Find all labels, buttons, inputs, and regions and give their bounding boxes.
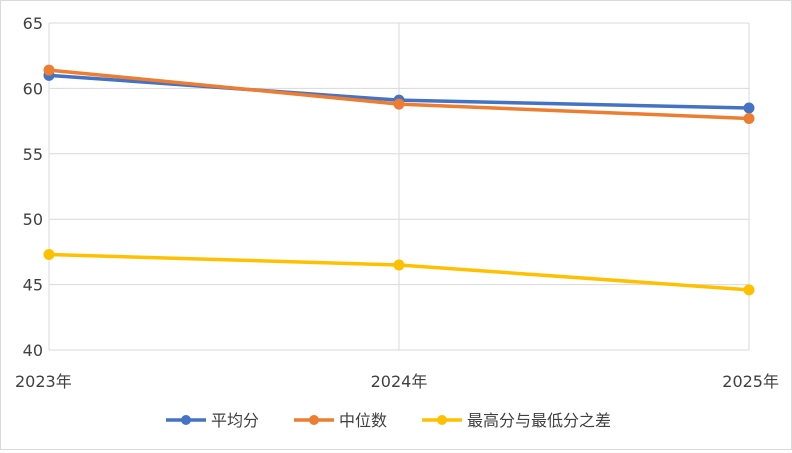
x-tick-label: 2025年 [722, 372, 779, 391]
legend-marker [437, 415, 447, 425]
legend-marker [181, 415, 191, 425]
legend: 平均分 中位数 最高分与最低分之差 [166, 411, 611, 430]
gridlines [48, 22, 750, 351]
legend-label: 中位数 [339, 411, 387, 430]
data-point [43, 64, 55, 76]
series-1 [43, 64, 755, 124]
data-point [743, 284, 755, 296]
legend-label: 最高分与最低分之差 [467, 411, 611, 430]
y-tick-label: 45 [23, 276, 43, 295]
y-tick-label: 50 [23, 210, 43, 229]
y-axis-ticks: 40 45 50 55 60 65 [23, 14, 43, 360]
data-point [393, 259, 405, 271]
x-tick-label: 2024年 [371, 372, 428, 391]
legend-item: 最高分与最低分之差 [422, 411, 611, 430]
series-2 [43, 249, 755, 296]
legend-item: 平均分 [166, 411, 259, 430]
legend-item: 中位数 [294, 411, 387, 430]
data-point [743, 102, 755, 114]
x-axis-ticks: 2023年 2024年 2025年 [15, 372, 779, 391]
data-point [43, 249, 55, 261]
data-point [393, 98, 405, 110]
y-tick-label: 40 [23, 341, 43, 360]
legend-label: 平均分 [211, 411, 259, 430]
y-tick-label: 65 [23, 14, 43, 33]
data-point [743, 112, 755, 124]
x-tick-label: 2023年 [15, 372, 72, 391]
y-tick-label: 55 [23, 145, 43, 164]
legend-marker [309, 415, 319, 425]
y-tick-label: 60 [23, 79, 43, 98]
series-layer [43, 64, 755, 296]
